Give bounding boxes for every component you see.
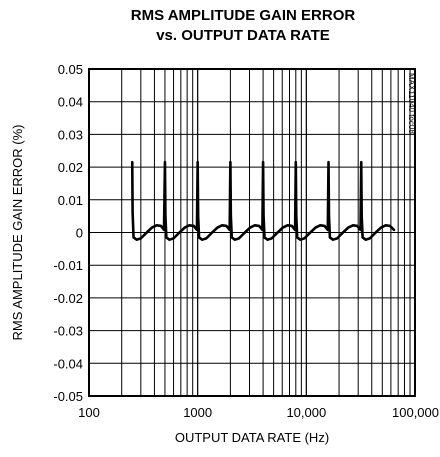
y-tick-label: -0.03: [53, 324, 83, 339]
y-axis-label: RMS AMPLITUDE GAIN ERROR (%): [10, 125, 25, 341]
y-tick-label: -0.01: [53, 258, 83, 273]
y-tick-label: -0.05: [53, 389, 83, 404]
y-tick-label: -0.02: [53, 291, 83, 306]
grid: [89, 69, 415, 396]
y-tick-label: 0.02: [58, 160, 83, 175]
figure-side-note: MAX11040 toc08: [407, 73, 416, 134]
x-tick-label: 1000: [183, 405, 212, 420]
y-tick-label: -0.04: [53, 356, 83, 371]
chart-title-line-2: vs. OUTPUT DATA RATE: [156, 27, 330, 44]
plot-frame: [88, 68, 416, 397]
y-tick-label: 0.03: [58, 127, 83, 142]
y-tick-label: 0.01: [58, 193, 83, 208]
x-axis-label: OUTPUT DATA RATE (Hz): [175, 430, 329, 445]
tick-labels: 0.05 0.04 0.03 0.02 0.01 0 -0.01 -0.02 -0.03 -0.0…: [53, 62, 439, 420]
y-tick-label: 0.05: [58, 62, 83, 77]
y-tick-label: 0.04: [58, 95, 83, 110]
series-layer: [130, 160, 396, 241]
series-line: [130, 160, 396, 241]
y-tick-label: 0: [76, 226, 83, 241]
x-tick-label: 100,000: [392, 405, 439, 420]
x-tick-label: 10,000: [286, 405, 326, 420]
x-tick-label: 100: [78, 405, 100, 420]
chart-title-line-1: RMS AMPLITUDE GAIN ERROR: [131, 7, 356, 24]
